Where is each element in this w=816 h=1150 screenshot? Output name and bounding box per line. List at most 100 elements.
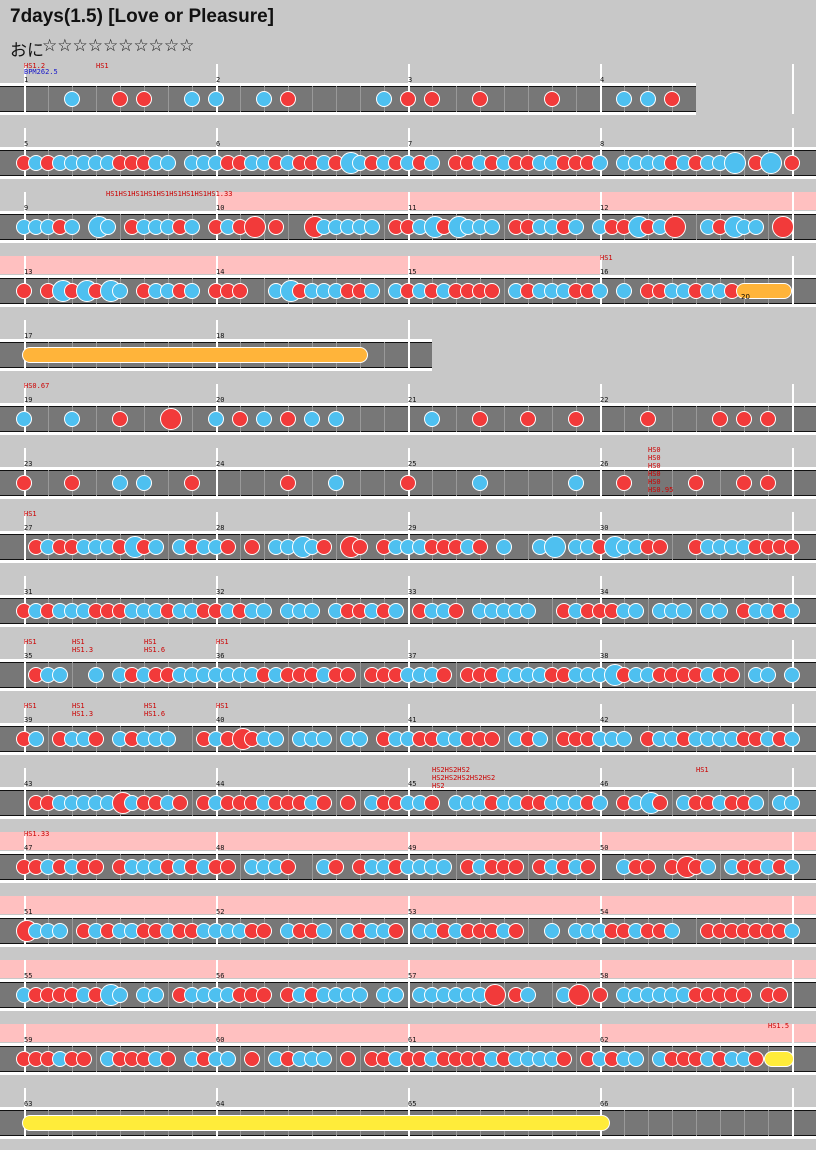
don-note — [280, 475, 296, 491]
ka-note — [640, 91, 656, 107]
measure-number: 50 — [600, 844, 609, 852]
ka-note — [520, 603, 536, 619]
ka-note — [112, 283, 128, 299]
measure-number: 29 — [408, 524, 417, 532]
measure-bar — [408, 384, 410, 434]
scroll-speed-annotation: HS2HS2HS2 HS2HS2HS2HS2HS2 HS2 — [432, 766, 496, 790]
measure-number: 14 — [216, 268, 225, 276]
don-note — [484, 283, 500, 299]
measure-bar — [408, 960, 410, 1010]
beat-line — [336, 790, 337, 816]
beat-line — [528, 918, 529, 944]
don-note — [76, 1051, 92, 1067]
measure-bar — [216, 960, 218, 1010]
beat-line — [504, 214, 505, 240]
measure-bar — [600, 128, 602, 178]
beat-line — [672, 406, 673, 432]
ka-note — [760, 667, 776, 683]
measure-number: 37 — [408, 652, 417, 660]
balloon-count: 20 — [741, 293, 750, 301]
measure-number: 55 — [24, 972, 33, 980]
beat-line — [168, 982, 169, 1008]
beat-line — [528, 854, 529, 880]
don-note — [220, 859, 236, 875]
don-note — [760, 411, 776, 427]
don-note — [784, 539, 800, 555]
don-note — [232, 283, 248, 299]
measure-number: 13 — [24, 268, 33, 276]
measure-bar — [792, 1024, 794, 1074]
beat-line — [336, 1046, 337, 1072]
don-note — [556, 1051, 572, 1067]
measure-bar — [408, 512, 410, 562]
don-note — [244, 539, 260, 555]
measure-number: 2 — [216, 76, 221, 84]
measure-number: 61 — [408, 1036, 417, 1044]
beat-line — [168, 470, 169, 496]
measure-number: 43 — [24, 780, 33, 788]
measure-bar — [24, 512, 26, 562]
beat-line — [264, 1046, 265, 1072]
measure-bar — [408, 192, 410, 242]
beat-line — [552, 598, 553, 624]
don-note — [616, 475, 632, 491]
don-note — [388, 923, 404, 939]
don-note — [580, 859, 596, 875]
measure-bar — [408, 704, 410, 754]
measure-bar — [600, 64, 602, 114]
don-note — [772, 987, 788, 1003]
ka-note — [568, 219, 584, 235]
scroll-speed-annotation: HS1.5 — [768, 1022, 790, 1030]
ka-note — [724, 152, 746, 174]
measure-bar — [24, 448, 26, 498]
beat-line — [264, 534, 265, 560]
measure-bar — [600, 576, 602, 626]
measure-bar — [408, 896, 410, 946]
measure-bar — [24, 384, 26, 434]
measure-number: 4 — [600, 76, 605, 84]
measure-bar — [600, 192, 602, 242]
measure-bar — [600, 1088, 602, 1138]
don-note — [508, 923, 524, 939]
measure-bar — [600, 1024, 602, 1074]
beat-line — [552, 726, 553, 752]
beat-line — [48, 726, 49, 752]
beat-line — [624, 1110, 625, 1136]
don-note — [256, 923, 272, 939]
measure-number: 3 — [408, 76, 413, 84]
measure-bar — [792, 128, 794, 178]
scroll-speed-annotation: HS1 HS1.3 — [72, 702, 94, 718]
measure-bar — [792, 960, 794, 1010]
ka-note — [28, 731, 44, 747]
don-note — [544, 91, 560, 107]
don-note — [748, 1051, 764, 1067]
ka-note — [16, 411, 32, 427]
measure-bar — [600, 704, 602, 754]
beat-line — [504, 406, 505, 432]
beat-line — [720, 1110, 721, 1136]
measure-number: 9 — [24, 204, 29, 212]
beat-line — [48, 86, 49, 112]
measure-bar — [600, 896, 602, 946]
measure-number: 36 — [216, 652, 225, 660]
ka-note — [52, 667, 68, 683]
beat-line — [48, 406, 49, 432]
ka-note — [388, 603, 404, 619]
don-note — [256, 987, 272, 1003]
measure-bar — [24, 640, 26, 690]
measure-bar — [408, 448, 410, 498]
measure-number: 42 — [600, 716, 609, 724]
measure-bar — [600, 448, 602, 498]
beat-line — [768, 214, 769, 240]
ka-note — [628, 603, 644, 619]
beat-line — [360, 406, 361, 432]
measure-bar — [408, 128, 410, 178]
ka-note — [784, 603, 800, 619]
beat-line — [96, 470, 97, 496]
don-note — [340, 795, 356, 811]
measure-bar — [792, 640, 794, 690]
ka-note — [220, 1051, 236, 1067]
measure-number: 24 — [216, 460, 225, 468]
measure-number: 11 — [408, 204, 417, 212]
ka-note — [136, 475, 152, 491]
